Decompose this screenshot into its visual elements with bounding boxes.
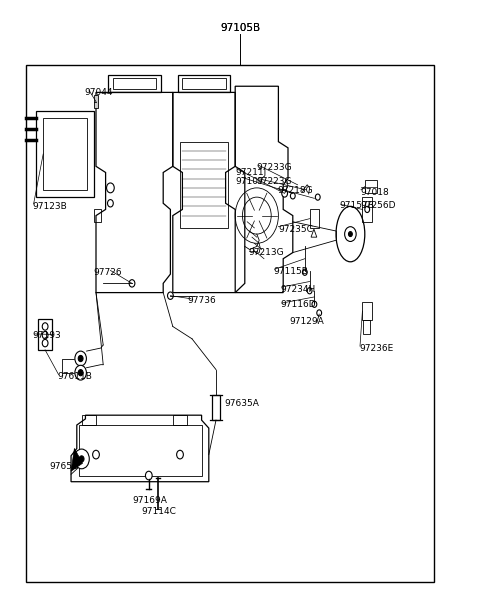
Text: 97736: 97736 xyxy=(187,296,216,305)
Circle shape xyxy=(74,449,89,469)
Text: 97651: 97651 xyxy=(49,463,78,471)
Text: 97611B: 97611B xyxy=(58,373,93,381)
Text: 97223G: 97223G xyxy=(257,177,292,185)
Text: 97211J: 97211J xyxy=(235,168,266,177)
Circle shape xyxy=(290,193,295,199)
Circle shape xyxy=(348,232,352,237)
Text: 97218G: 97218G xyxy=(277,187,313,195)
Text: 97256D: 97256D xyxy=(360,201,396,210)
Circle shape xyxy=(168,292,173,299)
Text: 97123B: 97123B xyxy=(33,202,67,211)
Circle shape xyxy=(108,200,113,207)
Text: 97105B: 97105B xyxy=(220,23,260,33)
Circle shape xyxy=(282,190,288,197)
Circle shape xyxy=(312,301,317,307)
Text: 97129A: 97129A xyxy=(289,317,324,326)
Circle shape xyxy=(315,194,320,200)
Circle shape xyxy=(78,370,83,376)
Text: 97105B: 97105B xyxy=(220,23,260,33)
Text: 97635A: 97635A xyxy=(225,399,260,408)
Circle shape xyxy=(345,227,356,241)
Circle shape xyxy=(93,450,99,459)
Text: 97236E: 97236E xyxy=(359,344,393,352)
Circle shape xyxy=(302,269,307,275)
Text: 97233G: 97233G xyxy=(257,163,292,172)
Bar xyxy=(26,65,434,582)
Polygon shape xyxy=(71,448,83,471)
Text: 97018: 97018 xyxy=(360,188,389,197)
Circle shape xyxy=(79,456,84,462)
Text: 97193: 97193 xyxy=(33,331,61,340)
Circle shape xyxy=(75,365,86,380)
Circle shape xyxy=(107,183,114,193)
Text: 97169A: 97169A xyxy=(132,496,168,505)
Circle shape xyxy=(317,310,322,316)
Text: 97115B: 97115B xyxy=(274,267,309,275)
Text: 97114C: 97114C xyxy=(141,507,176,516)
Polygon shape xyxy=(311,229,317,237)
Polygon shape xyxy=(94,95,98,108)
Circle shape xyxy=(75,351,86,366)
Circle shape xyxy=(307,288,312,294)
Text: 97107: 97107 xyxy=(235,177,264,185)
Text: 97044: 97044 xyxy=(84,88,112,97)
Circle shape xyxy=(78,355,83,362)
Circle shape xyxy=(365,206,370,213)
Text: 97116D: 97116D xyxy=(281,301,316,309)
Circle shape xyxy=(42,339,48,347)
Text: 97213G: 97213G xyxy=(248,248,284,257)
Circle shape xyxy=(42,331,48,339)
Circle shape xyxy=(42,323,48,330)
Text: 97726: 97726 xyxy=(94,268,122,277)
Text: 97234H: 97234H xyxy=(281,285,316,294)
Circle shape xyxy=(129,280,135,287)
Text: 97235C: 97235C xyxy=(278,225,313,233)
Circle shape xyxy=(177,450,183,459)
Text: 97157B: 97157B xyxy=(340,201,375,210)
Circle shape xyxy=(145,471,152,480)
